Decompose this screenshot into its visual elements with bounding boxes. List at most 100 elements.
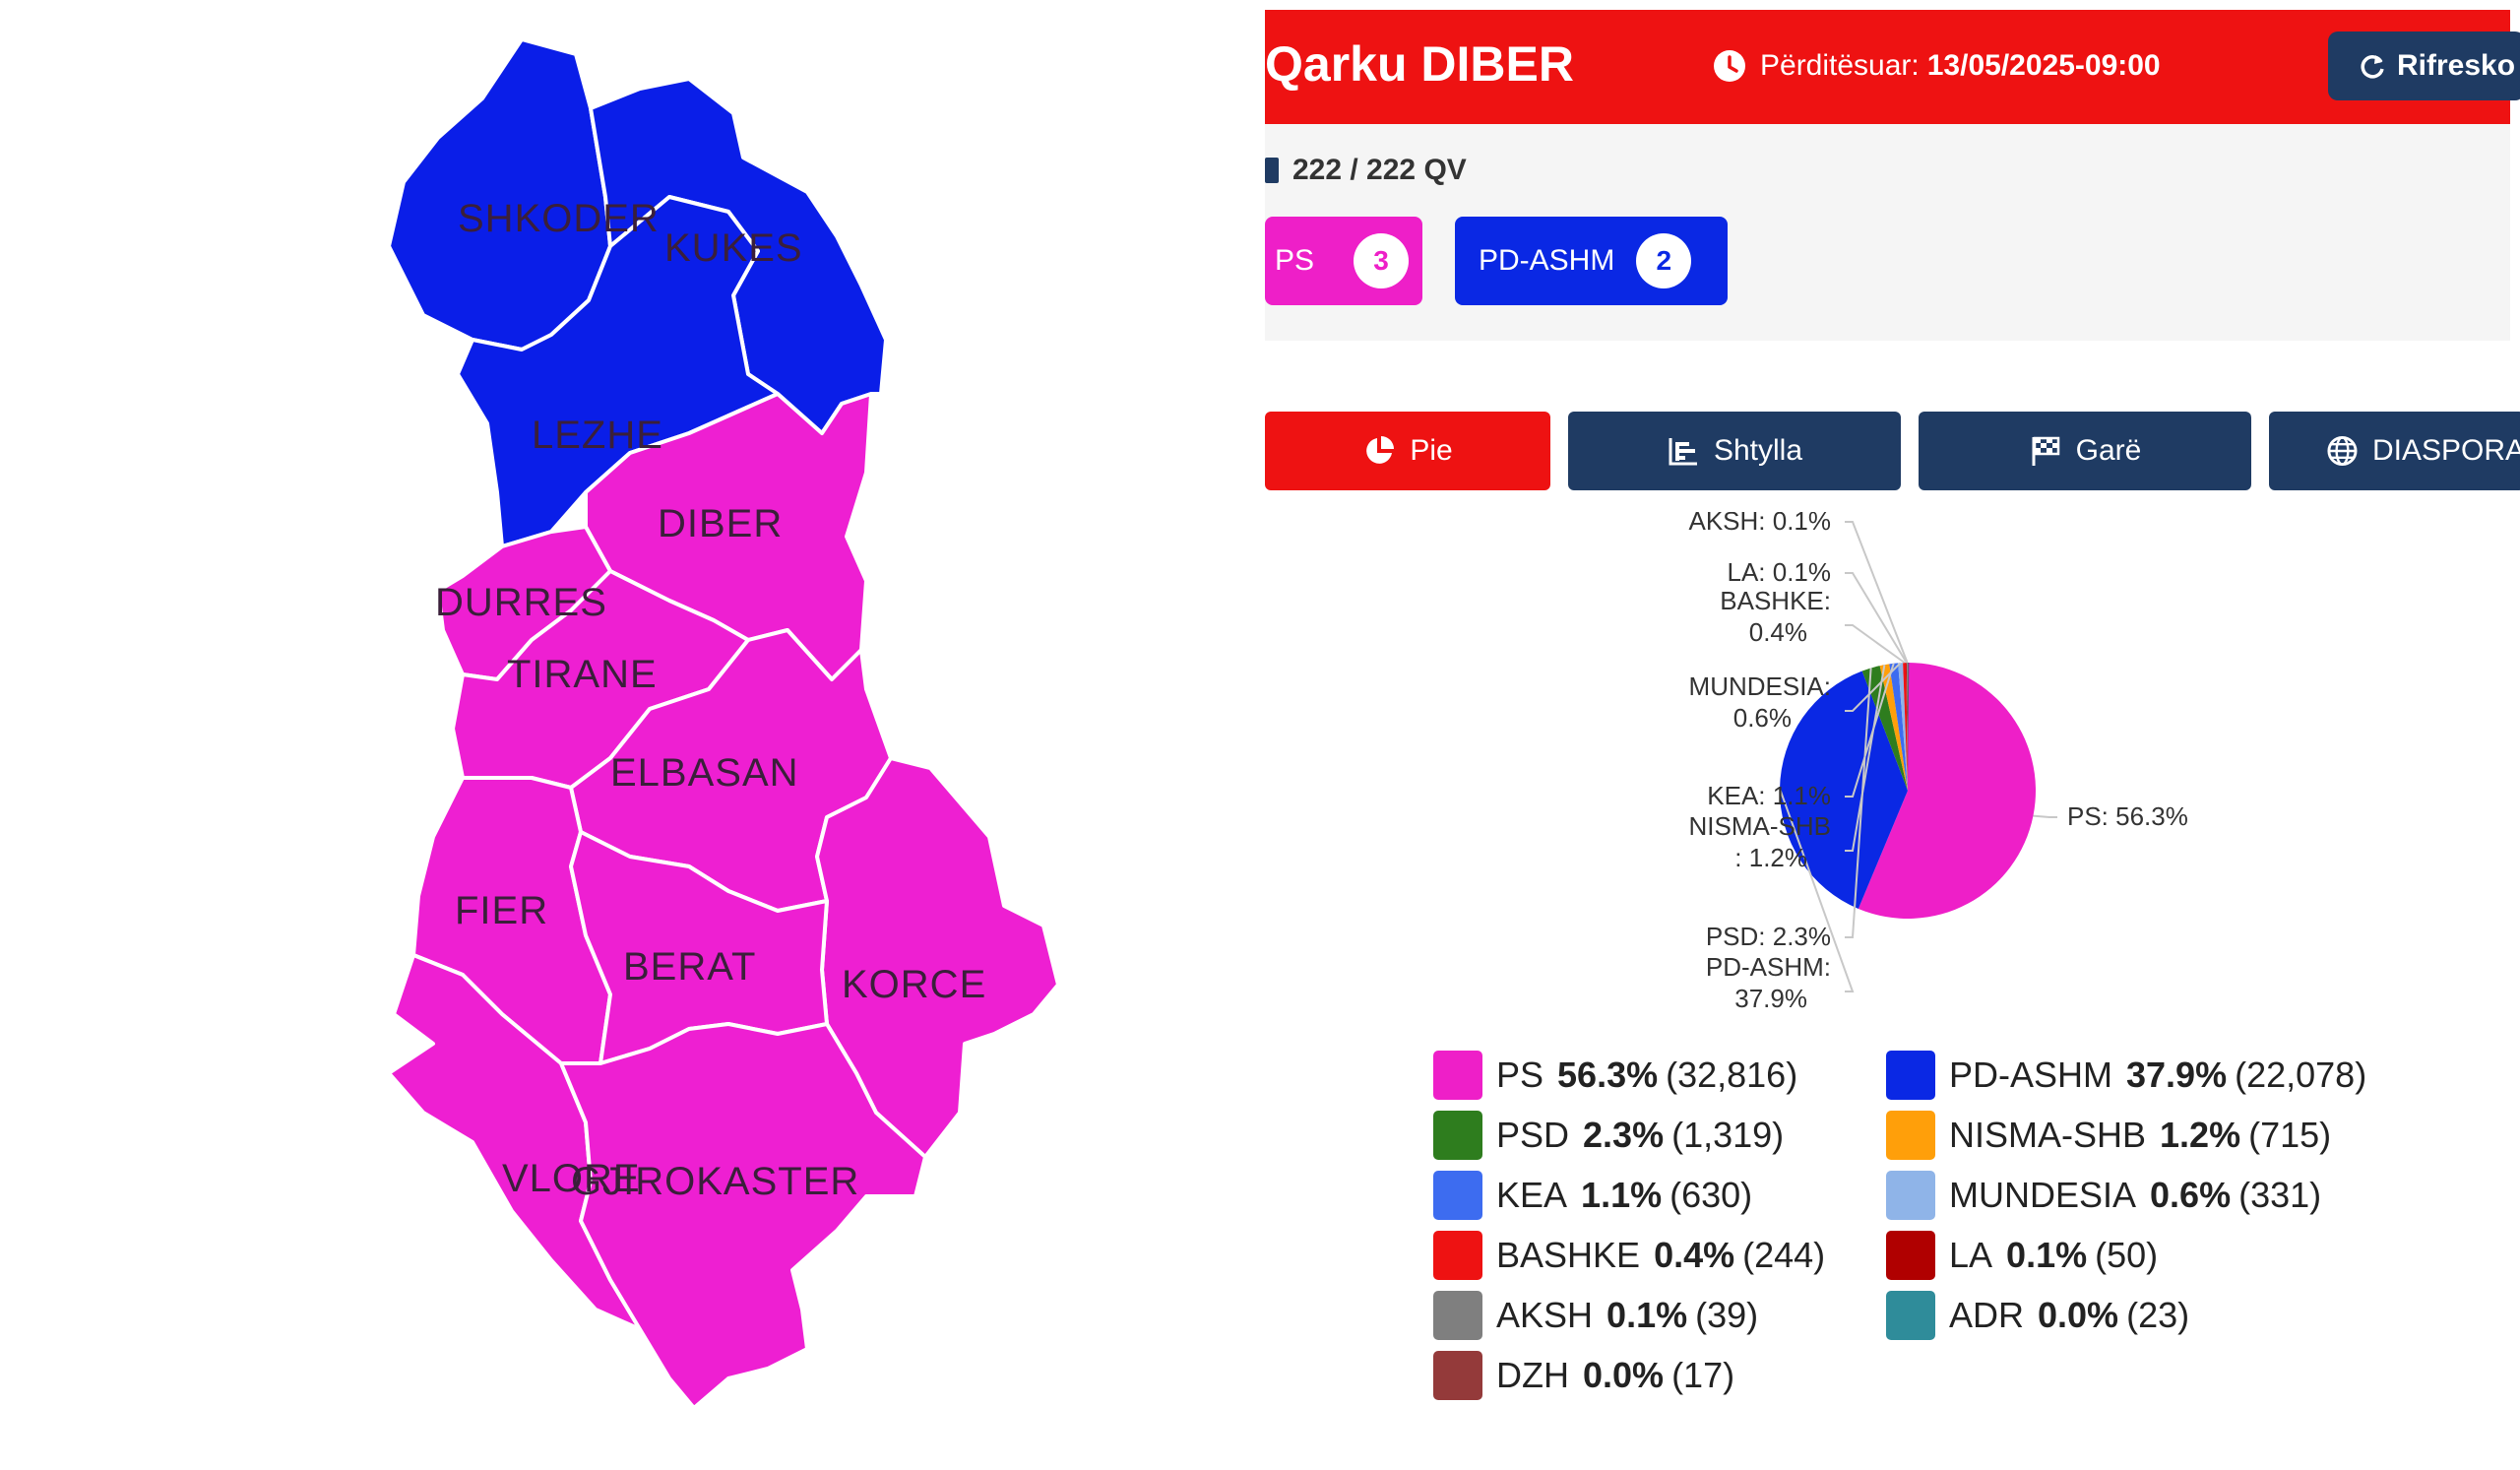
legend-item-nisma-shb[interactable]: NISMA-SHB 1.2% (715) [1886, 1109, 2331, 1162]
polling-stations-count: 222 / 222 QV [1265, 154, 1467, 187]
legend-party: ADR [1949, 1295, 2025, 1335]
pie-slice-pd-ashm[interactable] [1779, 671, 1908, 909]
seat-badge-ps[interactable]: PS 3 [1265, 217, 1422, 305]
pie-slices [1779, 662, 2036, 919]
pie-slice-adr[interactable] [1908, 662, 1909, 791]
map-label-gjirokaster: GJIROKASTER [571, 1160, 859, 1203]
pie-leader-pd-ashm [1779, 788, 1855, 992]
legend-item-pd-ashm[interactable]: PD-ASHM 37.9% (22,078) [1886, 1049, 2366, 1102]
legend-party: BASHKE [1496, 1235, 1641, 1275]
clock-icon [1714, 50, 1745, 82]
legend-item-la[interactable]: LA 0.1% (50) [1886, 1229, 2158, 1282]
pie-label-pd-ashm: PD-ASHM: 37.9% [1706, 952, 1831, 1013]
legend-item-adr[interactable]: ADR 0.0% (23) [1886, 1289, 2189, 1342]
refresh-button[interactable]: Rifresko [2328, 32, 2520, 100]
legend-percent: 0.1% [2006, 1235, 2088, 1275]
legend-swatch [1433, 1291, 1482, 1340]
legend-percent: 0.0% [1583, 1355, 1665, 1395]
pie-leader-ps [2033, 814, 2057, 818]
seat-count-pd-ashm: 2 [1636, 233, 1692, 288]
map-label-shkoder: SHKODER [458, 197, 660, 240]
pie-label-aksh: AKSH: 0.1% [1688, 512, 1831, 536]
summary-area: 222 / 222 QV PS 3 PD-ASHM 2 [1265, 124, 2510, 341]
legend-party: DZH [1496, 1355, 1569, 1395]
albania-county-map: SHKODER KUKES LEZHE DIBER DURRES TIRANE … [387, 37, 1060, 1410]
legend-swatch [1886, 1231, 1935, 1280]
refresh-icon [2361, 55, 2384, 79]
pie-slice-mundesia[interactable] [1898, 663, 1908, 791]
refresh-label: Rifresko [2397, 49, 2516, 82]
region-lezhe[interactable] [456, 195, 780, 548]
legend-item-mundesia[interactable]: MUNDESIA 0.6% (331) [1886, 1169, 2321, 1222]
legend-swatch [1886, 1111, 1935, 1160]
legend-percent: 0.0% [2038, 1295, 2119, 1335]
legend-item-kea[interactable]: KEA 1.1% (630) [1433, 1169, 1752, 1222]
legend-votes: (23) [2126, 1295, 2190, 1335]
legend-percent: 0.4% [1654, 1235, 1735, 1275]
legend-votes: (331) [2238, 1175, 2322, 1215]
pie-leader-la [1845, 572, 1908, 664]
legend-party: NISMA-SHB [1949, 1115, 2147, 1155]
pie-leader-mundesia [1845, 662, 1902, 712]
pie-label-psd: PSD: 2.3% [1706, 922, 1831, 951]
legend-item-ps[interactable]: PS 56.3% (32,816) [1433, 1049, 1797, 1102]
map-regions [387, 37, 1060, 1410]
tab-gare[interactable]: Garë [1919, 412, 2251, 490]
legend-percent: 2.3% [1583, 1115, 1665, 1155]
flag-icon [2032, 436, 2059, 466]
map-label-korce: KORCE [842, 963, 986, 1006]
seat-badge-pd-ashm[interactable]: PD-ASHM 2 [1455, 217, 1728, 305]
map-label-diber: DIBER [658, 502, 783, 545]
pie-label-ps: PS: 56.3% [2067, 801, 2188, 831]
tab-diaspora[interactable]: DIASPORA [2269, 412, 2520, 490]
legend-party: PSD [1496, 1115, 1570, 1155]
pie-slice-aksh[interactable] [1907, 662, 1908, 791]
legend-item-psd[interactable]: PSD 2.3% (1,319) [1433, 1109, 1784, 1162]
legend-party: PD-ASHM [1949, 1055, 2113, 1095]
pie-label-la: LA: 0.1% [1727, 557, 1831, 587]
legend-swatch [1433, 1111, 1482, 1160]
pie-slice-la[interactable] [1906, 663, 1908, 791]
pie-slice-kea[interactable] [1889, 663, 1908, 791]
pie-slice-dzh[interactable] [1908, 663, 1910, 791]
pie-chart-icon [1366, 436, 1395, 464]
pie-slice-bashke[interactable] [1903, 663, 1908, 791]
map-label-kukes: KUKES [664, 226, 803, 270]
map-label-lezhe: LEZHE [532, 414, 663, 457]
legend-votes: (50) [2095, 1235, 2159, 1275]
region-gjirokaster[interactable] [559, 1022, 927, 1410]
legend-votes: (244) [1742, 1235, 1826, 1275]
updated-label: Përditësuar: [1760, 49, 1920, 82]
legend-percent: 37.9% [2126, 1055, 2228, 1095]
legend-item-bashke[interactable]: BASHKE 0.4% (244) [1433, 1229, 1825, 1282]
ballot-icon [1265, 158, 1279, 183]
tab-gare-label: Garë [2075, 434, 2142, 467]
legend-votes: (630) [1670, 1175, 1753, 1215]
pie-labels: PS: 56.3% PD-ASHM: 37.9%PSD: 2.3% NISMA-SHB… [1688, 512, 2187, 1013]
pie-label-kea: KEA: 1.1% [1707, 781, 1831, 810]
pie-slice-psd[interactable] [1861, 666, 1908, 791]
seat-count-ps: 3 [1354, 233, 1410, 288]
legend-party: PS [1496, 1055, 1544, 1095]
pie-label-nisma-shb: NISMA-SHB: 1.2% [1689, 811, 1831, 872]
tab-shtylla[interactable]: Shtylla [1568, 412, 1901, 490]
legend-votes: (17) [1671, 1355, 1735, 1395]
pie-slice-nisma-shb[interactable] [1879, 664, 1908, 791]
legend-percent: 0.6% [2150, 1175, 2232, 1215]
legend-swatch [1433, 1051, 1482, 1100]
page-title: Qarku DIBER [1265, 36, 1574, 92]
map-label-fier: FIER [455, 889, 548, 932]
header-bar: Qarku DIBER Përditësuar: 13/05/2025-09:0… [1265, 10, 2520, 124]
tab-shtylla-label: Shtylla [1713, 434, 1803, 467]
pie-slice-ps[interactable] [1858, 663, 2036, 919]
legend-party: LA [1949, 1235, 1993, 1275]
region-vlore[interactable] [387, 953, 642, 1331]
legend-item-aksh[interactable]: AKSH 0.1% (39) [1433, 1289, 1758, 1342]
updated-info: Përditësuar: 13/05/2025-09:00 [1713, 49, 2161, 83]
legend-item-dzh[interactable]: DZH 0.0% (17) [1433, 1349, 1734, 1402]
legend-percent: 1.2% [2160, 1115, 2241, 1155]
tab-pie[interactable]: Pie [1265, 412, 1550, 490]
globe-icon [2327, 435, 2358, 467]
legend-party: AKSH [1496, 1295, 1594, 1335]
region-shkoder[interactable] [387, 37, 612, 352]
